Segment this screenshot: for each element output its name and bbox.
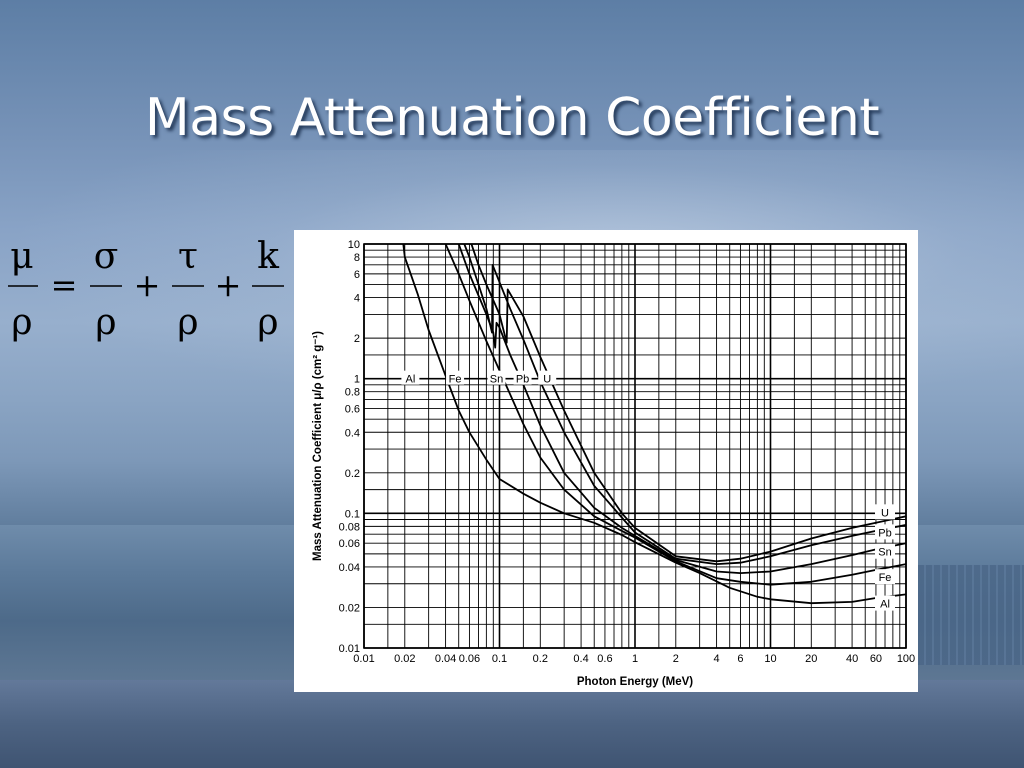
x-tick-label: 0.06: [459, 653, 480, 665]
y-tick-label: 0.06: [339, 538, 360, 550]
y-tick-label: 0.02: [339, 602, 360, 614]
x-tick-label: 0.04: [435, 653, 456, 665]
series-label-fe: Fe: [449, 374, 462, 386]
chart-grid: [363, 243, 907, 649]
eq-lhs-numerator: μ: [10, 238, 33, 277]
x-tick-label: 0.01: [353, 653, 374, 665]
y-tick-label: 0.1: [345, 508, 360, 520]
series-label-bg: [401, 370, 420, 385]
plot-frame: [363, 243, 907, 649]
beach-background: [0, 680, 1024, 768]
series-line-fe: [444, 244, 906, 586]
x-tick-label: 40: [846, 653, 858, 665]
eq-equals-sign: =: [51, 266, 78, 304]
eq-term3-numerator: k: [257, 238, 280, 277]
x-tick-label: 20: [805, 653, 817, 665]
series-label-bg: [538, 370, 557, 385]
eq-plus-sign-1: +: [134, 266, 161, 304]
series-label-u: U: [543, 374, 551, 386]
series-label-al: Al: [406, 374, 416, 386]
series-label-bg: [513, 370, 532, 385]
series-end-label-al: Al: [880, 599, 890, 611]
attenuation-chart-svg: 0.01 0.02 0.04 0.06 0.1 0.2 0.4 0.6 1 2 4 6 10 20 40 60…: [312, 239, 915, 688]
x-tick-label: 0.2: [533, 653, 548, 665]
y-tick-label: 8: [354, 252, 360, 264]
slide-title: Mass Attenuation Coefficient: [144, 88, 880, 148]
y-tick-label: 0.01: [339, 643, 360, 655]
y-axis-label: Mass Attenuation Coefficient μ/ρ (cm² g⁻…: [312, 331, 324, 561]
y-tick-label: 10: [348, 239, 360, 251]
series-label-bg: [487, 370, 506, 385]
x-tick-label: 0.6: [597, 653, 612, 665]
x-tick-label: 10: [764, 653, 776, 665]
y-tick-label: 0.2: [345, 468, 360, 480]
x-tick-labels: 0.01 0.02 0.04 0.06 0.1 0.2 0.4 0.6 1 2 4 6 10 20 40 60…: [353, 653, 915, 665]
y-tick-label: 2: [354, 333, 360, 345]
y-tick-label: 1: [354, 374, 360, 386]
y-tick-label: 0.8: [345, 387, 360, 399]
series-label-bg: [875, 595, 896, 611]
y-tick-label: 0.4: [345, 427, 360, 439]
x-tick-label: 2: [673, 653, 679, 665]
series-label-bg: [875, 543, 896, 559]
y-tick-label: 4: [354, 293, 360, 305]
x-tick-label: 60: [870, 653, 882, 665]
building-background: [918, 565, 1024, 665]
x-tick-label: 100: [897, 653, 915, 665]
series-line-al: [402, 244, 906, 605]
eq-term1-denominator: ρ: [95, 302, 116, 343]
series-line-pb: [463, 244, 906, 565]
series-end-label-fe: Fe: [879, 572, 892, 584]
y-tick-label: 0.08: [339, 521, 360, 533]
series-line-sn: [457, 244, 906, 574]
x-tick-label: 0.02: [394, 653, 415, 665]
series-labels: Al Fe Sn Pb U U Pb Sn Fe Al: [401, 370, 896, 611]
chart-axes: [363, 243, 907, 649]
series-label-bg: [875, 524, 896, 540]
series-label-bg: [875, 504, 896, 520]
series-end-label-u: U: [881, 507, 889, 519]
series-label-sn: Sn: [490, 374, 503, 386]
series-label-bg: [875, 569, 896, 585]
y-tick-label: 0.6: [345, 404, 360, 416]
x-axis-label: Photon Energy (MeV): [577, 676, 693, 688]
series-end-label-pb: Pb: [878, 527, 891, 539]
chart-series: [402, 244, 906, 605]
y-tick-labels: 0.01 0.02 0.04 0.06 0.080.1 0.2 0.4 0.6 0.81 2 4 6 8…: [339, 239, 360, 655]
x-tick-label: 0.1: [492, 653, 507, 665]
series-line-u: [470, 244, 906, 563]
series-end-label-sn: Sn: [878, 547, 891, 559]
x-tick-label: 0.4: [573, 653, 588, 665]
eq-lhs-denominator: ρ: [11, 302, 32, 343]
x-tick-label: 4: [714, 653, 720, 665]
eq-term3-denominator: ρ: [257, 302, 278, 343]
y-tick-label: 6: [354, 269, 360, 281]
eq-term2-denominator: ρ: [177, 302, 198, 343]
attenuation-equation: μ ρ = σ ρ + τ ρ + k ρ: [8, 238, 284, 343]
series-label-bg: [446, 370, 465, 385]
x-tick-label: 1: [632, 653, 638, 665]
y-tick-label: 0.04: [339, 562, 360, 574]
eq-plus-sign-2: +: [215, 266, 242, 304]
x-tick-label: 6: [737, 653, 743, 665]
eq-term2-numerator: τ: [178, 238, 198, 277]
eq-term1-numerator: σ: [94, 238, 119, 277]
attenuation-chart: 0.01 0.02 0.04 0.06 0.1 0.2 0.4 0.6 1 2 4 6 10 20 40 60…: [294, 230, 918, 692]
series-label-pb: Pb: [516, 374, 529, 386]
